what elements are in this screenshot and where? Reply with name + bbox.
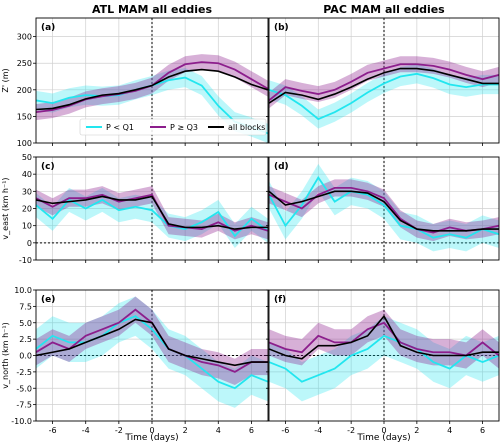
line-all blocks: [269, 190, 499, 232]
col-title-atl: ATL MAM all eddies: [92, 3, 212, 16]
xlabel-left: Time (days): [124, 433, 178, 443]
legend: P < Q1 P ≥ Q3 all blocks: [79, 118, 267, 136]
xtick-label: -2: [347, 426, 355, 435]
col-title-pac: PAC MAM all eddies: [323, 3, 445, 16]
line-P ≥ Q3: [269, 63, 499, 102]
panel-label: (e): [41, 295, 55, 305]
line-all blocks: [36, 318, 268, 367]
ytick-label: -10.0: [11, 417, 32, 426]
ylabel: Z' (m): [1, 68, 10, 92]
data-layer: [36, 54, 268, 143]
xtick-label: -4: [314, 426, 322, 435]
ytick-label: 30: [22, 187, 32, 196]
data-layer: [269, 163, 499, 252]
xtick-label: -4: [82, 426, 90, 435]
xlabel-right: Time (days): [356, 433, 410, 443]
band-P ≥ Q3: [269, 179, 499, 242]
xtick-label: -2: [115, 426, 123, 435]
xtick-label: 0: [381, 426, 386, 435]
panel-label: (c): [41, 162, 55, 172]
band-P ≥ Q3: [269, 309, 499, 369]
ylabel: v_east (km h⁻¹): [1, 177, 10, 239]
ytick-label: 10: [22, 222, 32, 231]
panel-b: (b): [266, 17, 500, 146]
panel-label: (f): [274, 295, 286, 305]
ytick-label: -2.5: [16, 368, 32, 377]
band-P < Q1: [36, 68, 268, 143]
ytick-label: 40: [22, 170, 32, 179]
ytick-label: 300: [17, 33, 32, 42]
line-P ≥ Q3: [269, 321, 499, 357]
line-all blocks: [269, 67, 499, 104]
ytick-label: 7.5: [19, 302, 32, 311]
data-layer: [269, 56, 499, 129]
ytick-label: 0.0: [19, 352, 32, 361]
panel-f: -6 -4 -2 0 2 4 6 (f): [266, 289, 500, 435]
ytick-label: 2.5: [19, 335, 32, 344]
legend-entry: P < Q1: [106, 123, 134, 132]
line-P ≥ Q3: [269, 186, 499, 234]
ytick-label: 5.0: [19, 319, 32, 328]
panel-e: -6 -4 -2 0 2 4 6 -10.0 -7.5 -5.0 -2.5 0.0 2.5 5.0 7.5 1…: [1, 286, 269, 435]
ytick-label: -5.0: [16, 384, 32, 393]
band-P ≥ Q3: [269, 56, 499, 109]
data-layer: [269, 309, 499, 402]
panel-d: (d): [266, 156, 500, 263]
xtick-label: 4: [216, 426, 221, 435]
ytick-label: 20: [22, 205, 32, 214]
xtick-label: 6: [249, 426, 254, 435]
xtick-label: 0: [149, 426, 154, 435]
legend-box: [79, 118, 267, 136]
xtick-label: -6: [49, 426, 57, 435]
panel-label: (a): [41, 23, 55, 33]
ytick-label: 10.0: [14, 286, 32, 295]
line-P < Q1: [269, 334, 499, 383]
line-P < Q1: [36, 315, 268, 390]
line-all blocks: [36, 195, 268, 230]
legend-entry: all blocks: [228, 123, 265, 132]
xtick-label: 2: [183, 426, 188, 435]
band-P < Q1: [36, 296, 268, 408]
xtick-label: 4: [447, 426, 452, 435]
panel-label: (d): [274, 162, 289, 172]
ytick-label: -7.5: [16, 401, 32, 410]
line-all blocks: [269, 314, 499, 360]
ytick-label: 250: [17, 59, 32, 68]
panel-a: 100 150 200 250 300 (a) Z' (m): [1, 17, 269, 148]
xtick-label: 2: [414, 426, 419, 435]
xtick-label: -6: [281, 426, 289, 435]
panel-c: -10 0 10 20 30 40 50 (c) v_east (km h⁻¹): [1, 153, 269, 265]
ylabel: v_north (km h⁻¹): [1, 322, 10, 388]
legend-entry: P ≥ Q3: [170, 123, 198, 132]
band-P < Q1: [36, 187, 268, 248]
ytick-label: 150: [17, 112, 32, 121]
data-layer: [36, 296, 268, 408]
line-P < Q1: [269, 175, 499, 239]
ytick-label: 100: [17, 139, 32, 148]
ytick-label: 200: [17, 86, 32, 95]
line-all blocks: [36, 68, 268, 111]
xtick-label: 6: [480, 426, 485, 435]
ytick-label: -10: [19, 256, 32, 265]
band-P < Q1: [269, 316, 499, 402]
ytick-label: 0: [27, 239, 32, 248]
panel-label: (b): [274, 23, 289, 33]
line-P < Q1: [269, 72, 499, 121]
data-layer: [36, 186, 268, 248]
ytick-label: 50: [22, 153, 32, 162]
